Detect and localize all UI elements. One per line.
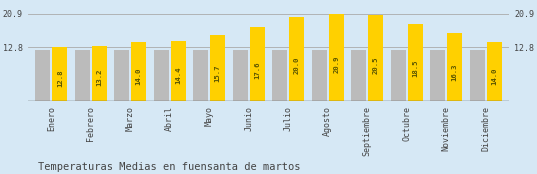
Text: 20.5: 20.5 (373, 56, 379, 74)
Bar (368, 15, 383, 101)
Bar (75, 50, 90, 101)
Bar (171, 41, 186, 101)
Bar (52, 47, 67, 101)
Text: 12.8: 12.8 (57, 70, 63, 87)
Bar (211, 35, 225, 101)
Bar (154, 50, 169, 101)
Bar (92, 46, 107, 101)
Text: 13.2: 13.2 (96, 69, 103, 86)
Bar (312, 50, 326, 101)
Bar (250, 27, 265, 101)
Bar (487, 42, 502, 101)
Bar (272, 50, 287, 101)
Bar (430, 50, 445, 101)
Text: 20.9: 20.9 (333, 55, 339, 73)
Bar (470, 50, 485, 101)
Bar (351, 50, 366, 101)
Bar (193, 50, 208, 101)
Text: 17.6: 17.6 (254, 61, 260, 79)
Text: 18.5: 18.5 (412, 60, 418, 77)
Bar (114, 50, 129, 101)
Bar (447, 33, 462, 101)
Text: 14.0: 14.0 (136, 68, 142, 85)
Text: Temperaturas Medias en fuensanta de martos: Temperaturas Medias en fuensanta de mart… (38, 162, 300, 172)
Bar (131, 42, 146, 101)
Bar (329, 14, 344, 101)
Bar (408, 24, 423, 101)
Bar (233, 50, 248, 101)
Text: 14.4: 14.4 (175, 67, 182, 84)
Text: 15.7: 15.7 (215, 65, 221, 82)
Text: 16.3: 16.3 (452, 64, 458, 81)
Text: 20.0: 20.0 (294, 57, 300, 74)
Bar (35, 50, 50, 101)
Text: 14.0: 14.0 (491, 68, 497, 85)
Bar (391, 50, 406, 101)
Bar (289, 17, 304, 101)
